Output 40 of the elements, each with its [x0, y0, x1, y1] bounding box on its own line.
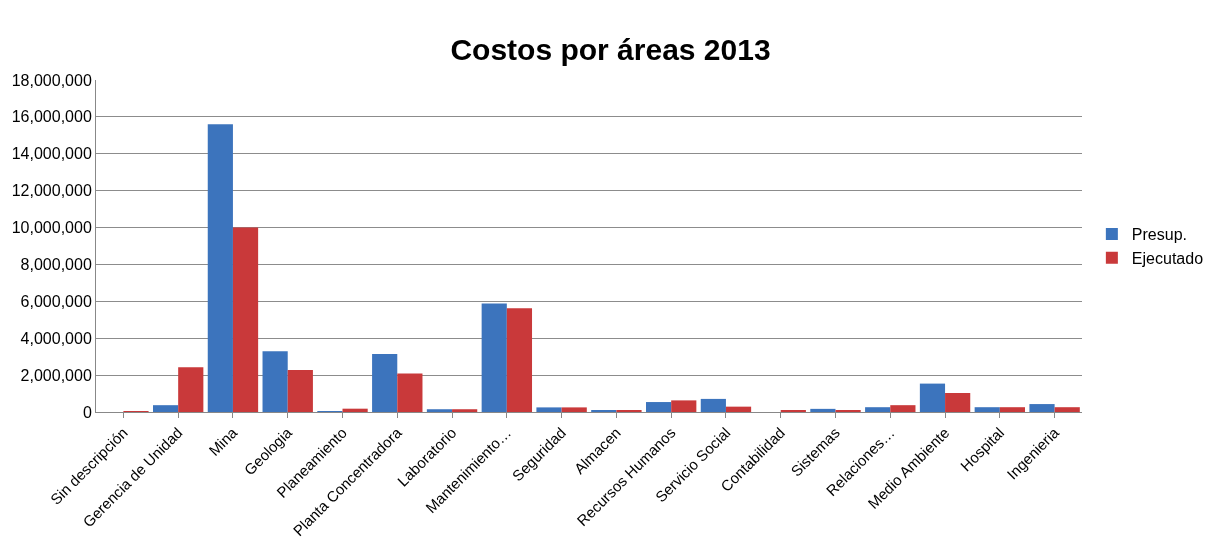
bar	[397, 373, 423, 412]
y-tick-label: 4,000,000	[20, 329, 92, 347]
bar	[426, 409, 453, 412]
bar	[810, 408, 836, 412]
bar	[974, 407, 1000, 412]
bar	[890, 405, 916, 412]
y-tick-label: 18,000,000	[11, 71, 92, 89]
bar	[725, 406, 752, 412]
bar	[945, 393, 971, 412]
bar	[561, 407, 587, 412]
bar	[671, 400, 697, 412]
bar	[1054, 407, 1080, 412]
bar	[700, 398, 726, 412]
bar	[452, 409, 478, 412]
y-tick-label: 12,000,000	[11, 182, 92, 200]
bar	[506, 308, 533, 412]
bar	[262, 351, 288, 412]
y-tick-label: 16,000,000	[11, 108, 92, 126]
bar	[919, 383, 946, 412]
bar	[999, 407, 1026, 412]
bar	[1029, 404, 1055, 412]
y-tick-label: 10,000,000	[11, 219, 92, 237]
legend-label: Presup.	[1131, 226, 1187, 244]
bar	[232, 227, 259, 412]
bar	[536, 407, 562, 412]
y-tick-label: 0	[82, 403, 92, 421]
bar	[645, 402, 672, 412]
bar	[372, 354, 398, 412]
y-tick-label: 6,000,000	[20, 292, 92, 310]
y-tick-label: 14,000,000	[11, 145, 92, 163]
bar	[207, 124, 233, 412]
y-tick-label: 2,000,000	[20, 366, 92, 384]
bar	[865, 407, 891, 412]
chart-title: Costos por áreas 2013	[450, 32, 771, 66]
bar	[152, 405, 179, 412]
legend-label: Ejecutado	[1131, 249, 1204, 267]
y-tick-label: 8,000,000	[20, 256, 92, 274]
bar	[287, 369, 313, 412]
bar	[481, 303, 507, 412]
bar	[178, 367, 204, 412]
